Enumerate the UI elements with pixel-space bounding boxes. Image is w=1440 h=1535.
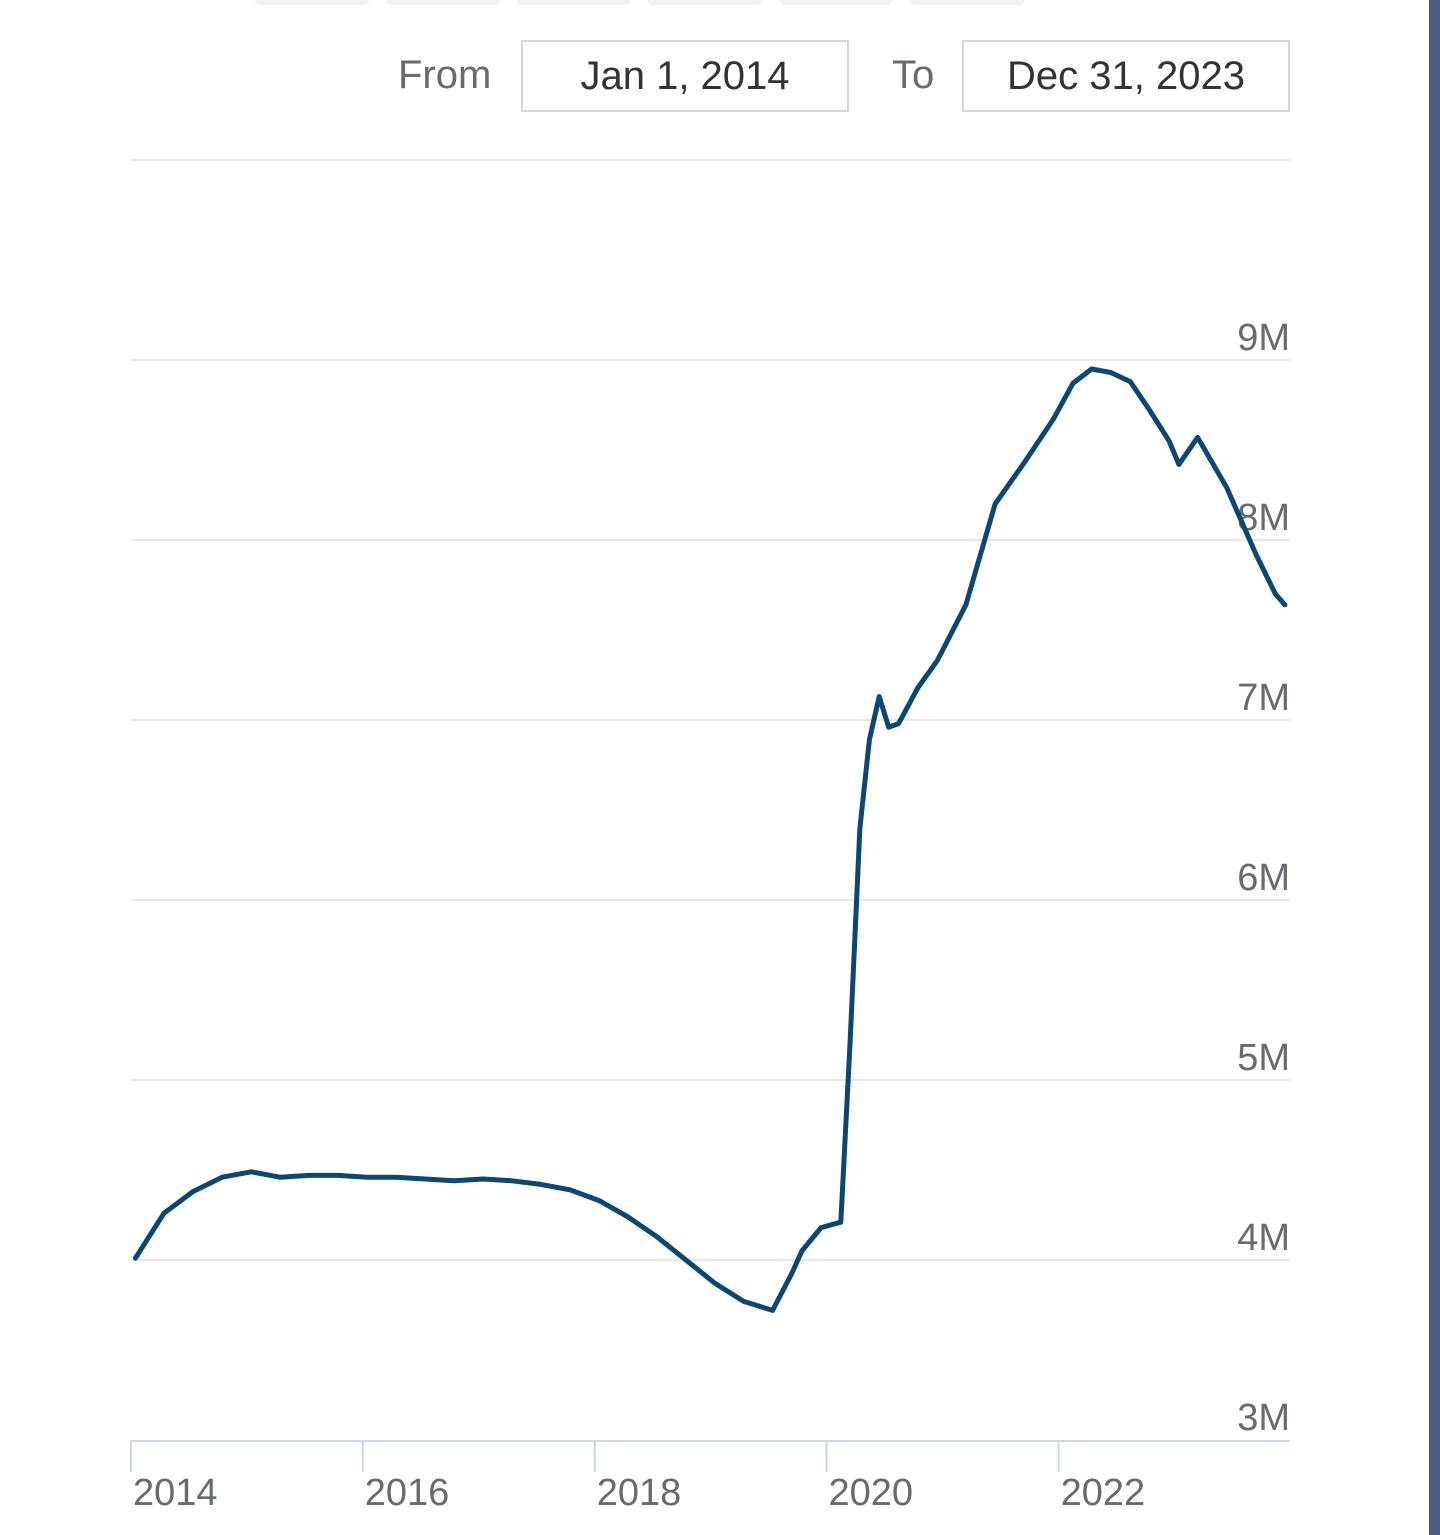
to-label: To [892,53,935,97]
y-tick-label: 4M [1237,1217,1290,1259]
y-tick-label: 6M [1237,857,1290,899]
y-tick-label: 5M [1237,1037,1290,1079]
range-button[interactable] [386,0,500,5]
from-label: From [398,53,492,97]
range-button-row [255,0,1024,6]
range-button[interactable] [648,0,762,5]
x-tick-label: 2020 [829,1472,914,1514]
date-range-selector: From Jan 1, 2014 To Dec 31, 2023 [0,40,1440,116]
x-tick-label: 2022 [1061,1472,1146,1514]
y-tick-label: 3M [1237,1397,1290,1439]
to-date-input[interactable]: Dec 31, 2023 [962,40,1290,112]
y-tick-label: 7M [1237,677,1290,719]
x-tick-label: 2016 [365,1472,450,1514]
y-tick-label: 9M [1237,317,1290,359]
range-button[interactable] [779,0,893,5]
range-button[interactable] [517,0,631,5]
series-line [132,366,1288,1313]
scrollbar-edge[interactable] [1429,0,1440,1535]
range-button[interactable] [255,0,369,5]
x-tick-label: 2014 [133,1472,218,1514]
range-button[interactable] [910,0,1024,5]
x-tick-label: 2018 [597,1472,682,1514]
from-date-input[interactable]: Jan 1, 2014 [521,40,849,112]
